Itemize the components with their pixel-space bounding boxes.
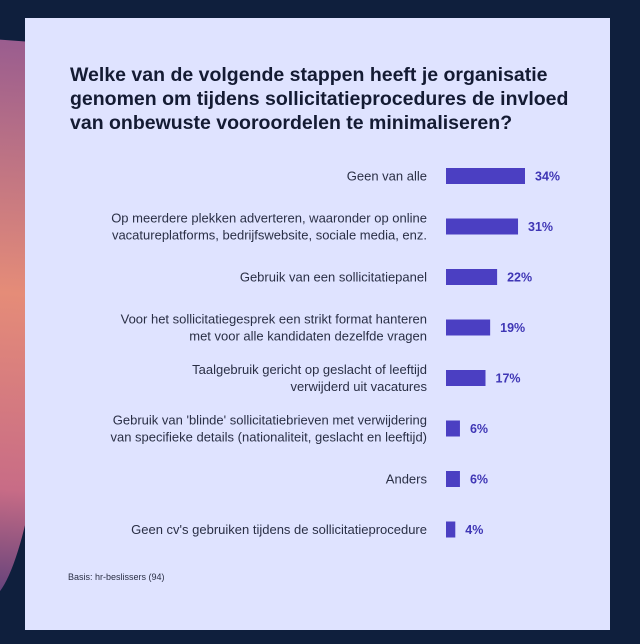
category-label-5-line-1: Taalgebruik gericht op geslacht of leeft… <box>192 362 427 377</box>
value-label-4: 19% <box>500 321 525 335</box>
category-label-3: Gebruik van een sollicitatiepanel <box>240 270 427 285</box>
category-label-1: Geen van alle <box>347 169 427 184</box>
chart-footnote: Basis: hr-beslissers (94) <box>68 572 165 582</box>
value-label-5: 17% <box>496 372 521 386</box>
chart-card: Welke van de volgende stappen heeft je o… <box>25 18 610 630</box>
bar-4 <box>446 319 491 336</box>
category-label-5-line-2: verwijderd uit vacatures <box>290 379 427 394</box>
category-label-6-line-1: Gebruik van 'blinde' sollicitatiebrieven… <box>113 413 427 428</box>
category-label-6-line-2: van specifieke details (nationaliteit, g… <box>110 430 427 445</box>
bar-3 <box>446 269 498 285</box>
category-label-2-line-1: Op meerdere plekken adverteren, waaronde… <box>111 211 427 226</box>
bar-8 <box>446 521 456 538</box>
bar-2 <box>446 218 519 235</box>
bar-5 <box>446 370 486 386</box>
value-label-8: 4% <box>465 523 483 537</box>
value-label-2: 31% <box>528 220 553 234</box>
bar-chart: 34% Geen van alle 31% Op meerdere plekken a… <box>110 168 560 538</box>
category-label-2-line-2: vacatureplatforms, bedrijfswebsite, soci… <box>112 228 427 243</box>
category-label-8: Geen cv's gebruiken tijdens de sollicita… <box>131 522 427 537</box>
category-label-7: Anders <box>386 472 428 487</box>
value-label-3: 22% <box>507 271 532 285</box>
value-label-6: 6% <box>470 422 488 436</box>
category-label-4-line-2: met voor alle kandidaten dezelfde vragen <box>189 329 427 344</box>
bar-7 <box>446 471 460 487</box>
bar-6 <box>446 420 460 437</box>
chart-title: Welke van de volgende stappen heeft je o… <box>70 64 569 134</box>
value-label-7: 6% <box>470 473 488 487</box>
category-label-4-line-1: Voor het sollicitatiegesprek een strikt … <box>121 312 427 327</box>
value-label-1: 34% <box>535 170 560 184</box>
bar-1 <box>446 168 525 184</box>
